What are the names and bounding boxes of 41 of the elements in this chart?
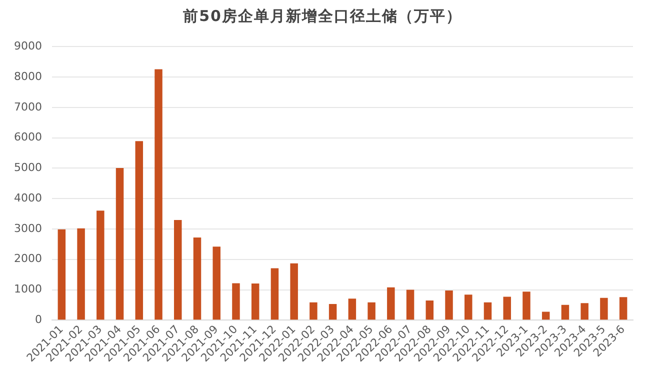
y-tick-label: 5000 (14, 161, 42, 174)
bar (561, 304, 570, 320)
bar (406, 290, 414, 320)
bar (600, 298, 608, 320)
bar (290, 263, 298, 320)
bar (464, 294, 472, 320)
bar (212, 246, 220, 320)
chart-title: 前50房企单月新增全口径土储（万平） (182, 6, 463, 27)
bar (426, 300, 434, 320)
y-tick-label: 3000 (14, 222, 42, 235)
y-tick-label: 0 (34, 313, 42, 326)
bar (387, 287, 395, 320)
bar (96, 210, 104, 320)
y-tick-label: 2000 (14, 252, 42, 266)
y-tick-label: 4000 (14, 191, 42, 204)
y-tick-label: 7000 (14, 100, 42, 114)
bar (619, 297, 628, 320)
bar (154, 69, 162, 320)
bar (542, 312, 550, 320)
bar (484, 302, 492, 320)
y-tick-label: 8000 (14, 70, 42, 83)
bar (174, 220, 182, 320)
y-tick-label: 1000 (14, 282, 42, 296)
bar (116, 168, 124, 320)
bar (503, 296, 511, 320)
bar (310, 302, 318, 320)
bar (580, 303, 588, 320)
bar (77, 228, 85, 320)
bar (348, 298, 356, 320)
bar (58, 229, 66, 320)
bar (251, 284, 260, 320)
bar (368, 302, 376, 320)
bar (328, 304, 337, 320)
y-tick-label: 9000 (14, 39, 42, 52)
y-tick-label: 6000 (14, 130, 42, 144)
bar (522, 292, 530, 320)
bar (135, 141, 144, 320)
bar (270, 268, 279, 320)
bar (445, 290, 453, 320)
bar (232, 283, 240, 320)
bar (193, 237, 202, 320)
